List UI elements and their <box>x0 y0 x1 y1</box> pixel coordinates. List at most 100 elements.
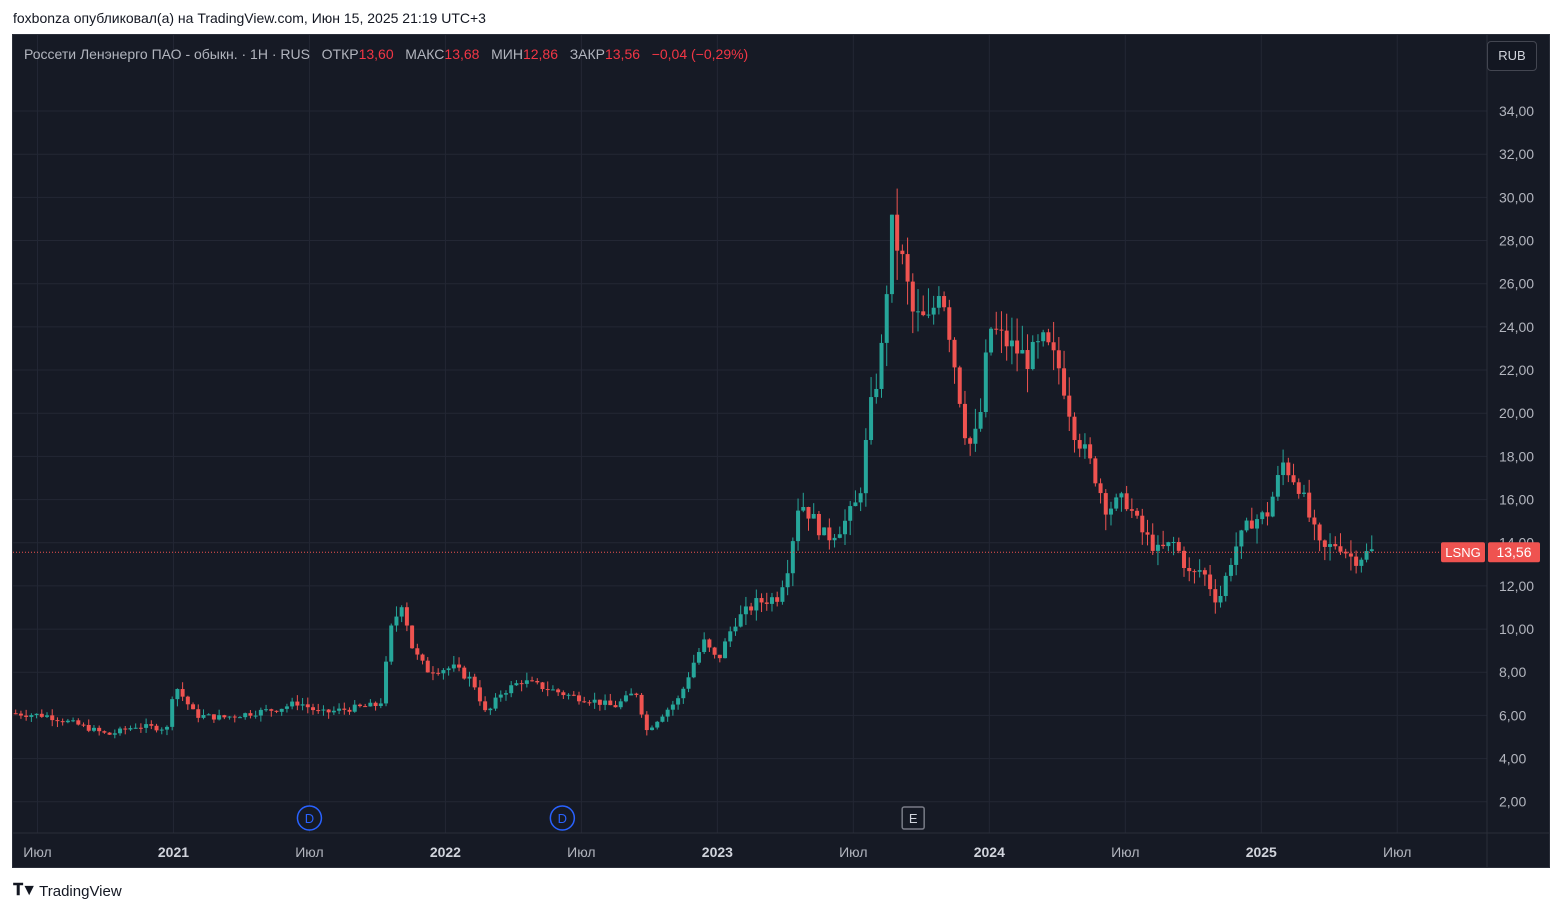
y-tick-label: 8,00 <box>1499 664 1526 680</box>
candle-body <box>18 713 23 716</box>
publication-caption: foxbonza опубликовал(а) на TradingView.c… <box>13 10 486 26</box>
candle-body <box>1234 546 1239 565</box>
dividend-marker-icon <box>549 805 576 831</box>
candle-body <box>942 296 947 308</box>
candle-body <box>1208 574 1213 590</box>
candle-body <box>1239 530 1244 547</box>
candle-body <box>556 689 561 693</box>
candle-body <box>326 709 331 713</box>
candle-body <box>342 708 347 710</box>
candle-body <box>441 670 446 674</box>
candle-body <box>869 397 874 440</box>
candle-body <box>264 709 269 711</box>
candle-body <box>884 294 889 343</box>
candle-body <box>29 715 34 717</box>
symbol-tag-label: LSNG <box>1445 545 1480 560</box>
candle-body <box>566 694 571 696</box>
candle-body <box>806 507 811 519</box>
y-tick-label: 16,00 <box>1499 492 1534 508</box>
candle-body <box>623 695 628 702</box>
candle-body <box>128 728 133 730</box>
candle-body <box>467 676 472 679</box>
candle-body <box>879 342 884 389</box>
candle-body <box>650 727 655 731</box>
y-tick-label: 10,00 <box>1499 621 1534 637</box>
candle-body <box>853 502 858 507</box>
y-tick-label: 22,00 <box>1499 362 1534 378</box>
open-label: ОТКР <box>321 46 359 62</box>
candle-body <box>1192 571 1197 573</box>
candle-body <box>76 720 81 725</box>
candle-body <box>1077 440 1082 449</box>
candle-body <box>561 692 566 696</box>
candle-body <box>170 699 175 727</box>
candle-body <box>222 715 227 718</box>
candle-body <box>978 412 983 429</box>
currency-button[interactable]: RUB <box>1487 41 1537 71</box>
y-tick-label: 26,00 <box>1499 276 1534 292</box>
candle-body <box>483 701 488 711</box>
candle-body <box>118 728 123 734</box>
x-tick-label: 2022 <box>430 844 461 860</box>
footer-brand[interactable]: 𝐓▼ TradingView <box>13 882 122 900</box>
x-tick-label: Июл <box>567 844 595 860</box>
candle-body <box>191 704 196 710</box>
earnings-marker-label: E <box>909 811 918 826</box>
y-tick-label: 6,00 <box>1499 707 1526 723</box>
candle-body <box>775 597 780 602</box>
candle-body <box>696 652 701 663</box>
candle-body <box>1114 497 1119 509</box>
candle-body <box>311 707 316 711</box>
candle-body <box>1182 550 1187 568</box>
candle-body <box>206 714 211 716</box>
chart-frame[interactable]: 2,004,006,008,0010,0012,0014,0016,0018,0… <box>12 34 1550 868</box>
price-chart[interactable]: 2,004,006,008,0010,0012,0014,0016,0018,0… <box>13 35 1549 867</box>
candle-body <box>785 573 790 588</box>
dividend-marker-icon <box>296 805 323 831</box>
candle-body <box>1056 350 1061 369</box>
y-tick-label: 20,00 <box>1499 405 1534 421</box>
candle-body <box>1202 570 1207 575</box>
candle-body <box>384 661 389 704</box>
candle-body <box>446 668 451 671</box>
x-tick-label: 2024 <box>974 844 1005 860</box>
candle-body <box>550 689 555 691</box>
candle-body <box>410 625 415 649</box>
y-tick-label: 34,00 <box>1499 103 1534 119</box>
candle-body <box>749 606 754 611</box>
candle-body <box>472 676 477 688</box>
candle-body <box>425 660 430 673</box>
candle-body <box>1082 444 1087 449</box>
candle-body <box>133 727 138 729</box>
candle-body <box>102 731 107 733</box>
candle-body <box>363 706 368 708</box>
candle-body <box>159 729 164 731</box>
candle-body <box>378 703 383 707</box>
candle-body <box>498 694 503 698</box>
candle-body <box>1009 340 1014 347</box>
candle-body <box>290 701 295 707</box>
candle-body <box>796 510 801 542</box>
candle-body <box>1307 492 1312 518</box>
candle-body <box>728 631 733 642</box>
candle-body <box>947 307 952 340</box>
candle-body <box>300 704 305 706</box>
candle-body <box>430 672 435 674</box>
candle-body <box>702 639 707 653</box>
candle-body <box>352 704 357 712</box>
candle-body <box>274 710 279 712</box>
candle-body <box>1067 395 1072 417</box>
close-label: ЗАКР <box>569 46 605 62</box>
candle-body <box>1249 520 1254 529</box>
candle-body <box>316 710 321 712</box>
candle-body <box>545 689 550 691</box>
candle-body <box>373 702 378 707</box>
candle-body <box>1119 493 1124 498</box>
plot-background <box>13 35 1549 867</box>
candle-body <box>488 708 493 711</box>
low-label: МИН <box>491 46 523 62</box>
candle-body <box>211 714 216 720</box>
chart-legend: Россети Ленэнерго ПАО - обыкн. · 1Н · RU… <box>24 46 748 62</box>
y-tick-label: 4,00 <box>1499 751 1526 767</box>
candle-body <box>983 352 988 413</box>
